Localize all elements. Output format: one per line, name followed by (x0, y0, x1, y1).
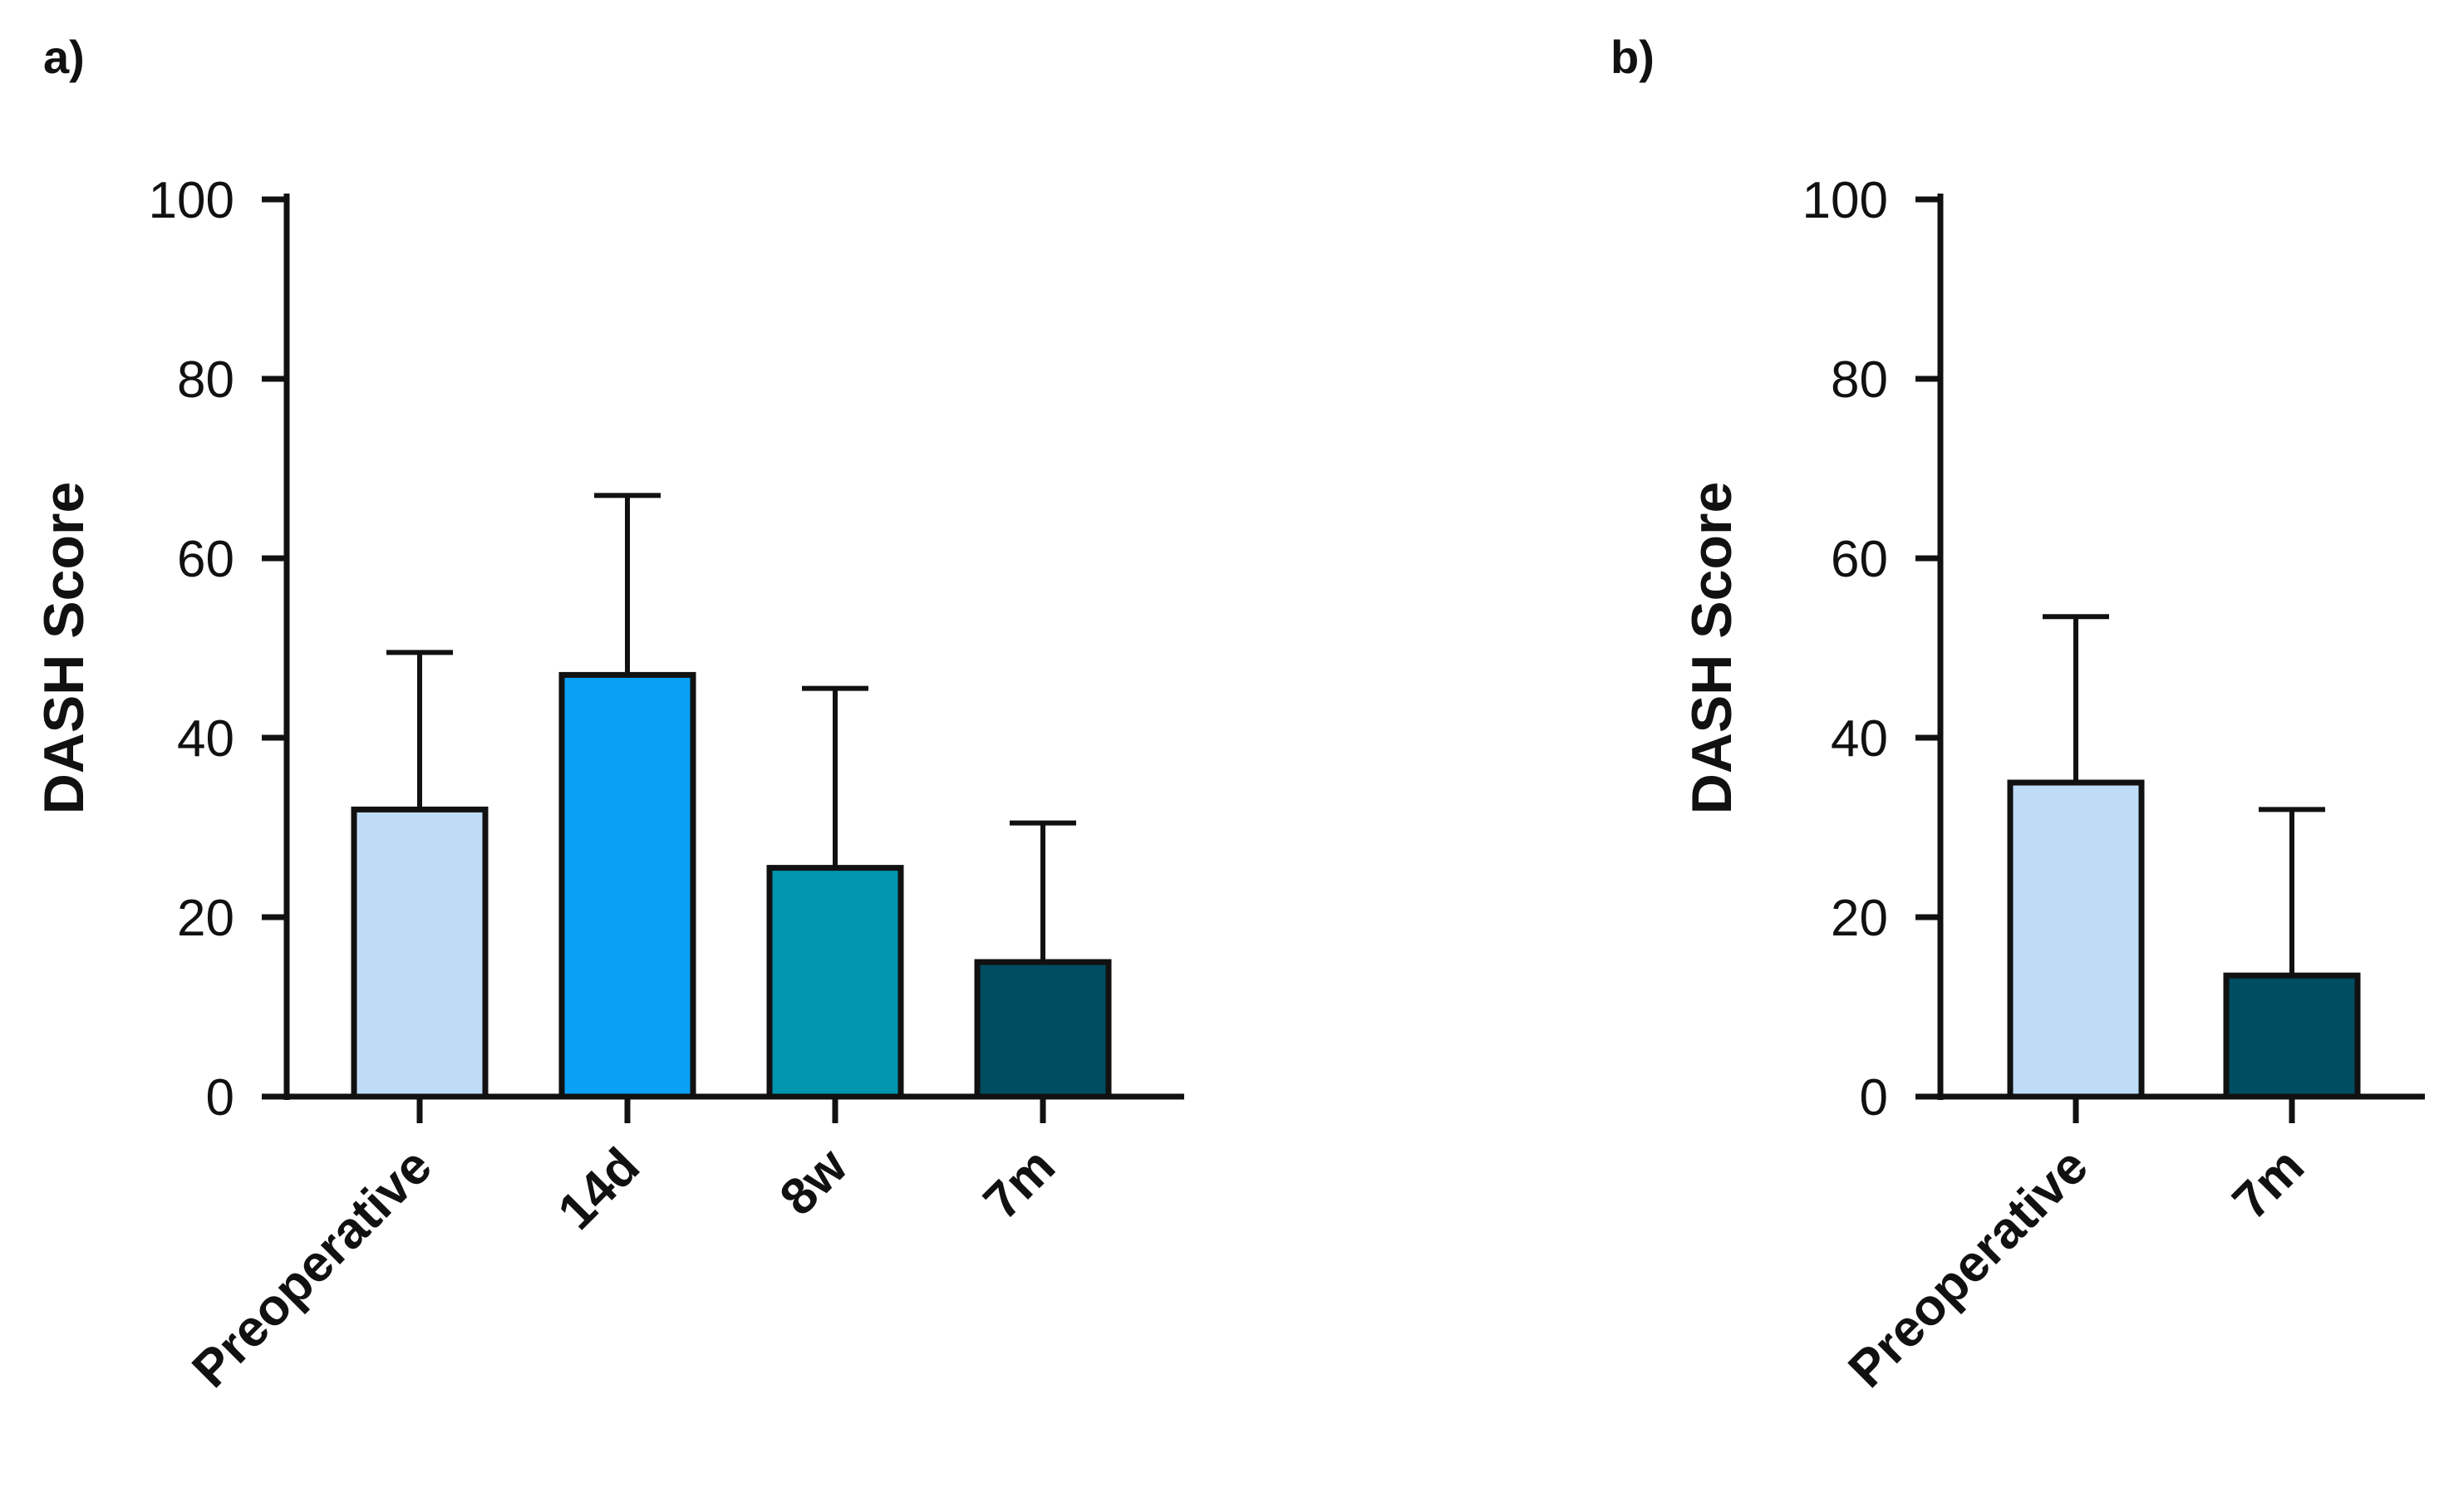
panel-b-y-axis-title: DASH Score (1680, 482, 1743, 815)
panel-a-y-tick-label: 40 (177, 710, 234, 768)
panel-a-category-label: 14d (548, 1137, 651, 1240)
panel-b-x-ticks (2073, 1097, 2295, 1123)
panel-a-category-label: 7m (973, 1137, 1066, 1230)
panel-a-y-tick-label: 80 (177, 351, 234, 409)
panel-a-category-label: Preoperative (181, 1137, 442, 1398)
panel-b-y-tick-label: 20 (1831, 890, 1888, 947)
panel-b-y-tick-label: 40 (1831, 710, 1888, 768)
panel-b-error-bars (2043, 614, 2325, 976)
panel-b-y-tick-label: 80 (1831, 351, 1888, 409)
panel-b-bars (2007, 779, 2361, 1100)
panel-b-bar-7m (2223, 972, 2361, 1100)
panel-a-y-tick-label: 100 (149, 172, 234, 229)
panel-a-y-ticks: 0 20 40 60 80 100 (149, 172, 287, 1127)
panel-a-bar-8w (766, 865, 904, 1100)
panel-b-bar-preoperative (2007, 779, 2145, 1100)
panel-a-y-axis-title: DASH Score (32, 482, 96, 815)
panel-b-category-label: Preoperative (1837, 1137, 2098, 1398)
panel-a-bar-14d (558, 671, 696, 1100)
panel-a-category-labels: Preoperative 14d 8w 7m (181, 1137, 1065, 1399)
panel-b-label: b) (1610, 31, 1655, 83)
panel-b-y-tick-label: 0 (1860, 1069, 1888, 1127)
panel-a-bar-preoperative (351, 806, 489, 1100)
panel-a-bars (351, 671, 1112, 1100)
panel-b-y-ticks: 0 20 40 60 80 100 (1802, 172, 1940, 1127)
panel-a: a) DASH Score 0 20 40 60 80 100 Preoperative 1… (32, 31, 1184, 1399)
panel-b: b) DASH Score 0 20 40 60 80 100 Preoperative 7… (1610, 31, 2425, 1399)
panel-a-label: a) (43, 31, 85, 83)
panel-a-y-tick-label: 0 (206, 1069, 234, 1127)
panel-b-category-label: 7m (2222, 1137, 2315, 1230)
panel-a-x-ticks (416, 1097, 1046, 1123)
panel-a-category-label: 8w (770, 1137, 859, 1227)
panel-b-y-tick-label: 60 (1831, 531, 1888, 588)
panel-a-y-tick-label: 20 (177, 890, 234, 947)
panel-a-bar-7m (974, 959, 1112, 1100)
panel-b-y-tick-label: 100 (1802, 172, 1888, 229)
panel-a-error-bars (386, 493, 1076, 962)
panel-b-category-labels: Preoperative 7m (1837, 1137, 2314, 1398)
panel-a-y-tick-label: 60 (177, 531, 234, 588)
